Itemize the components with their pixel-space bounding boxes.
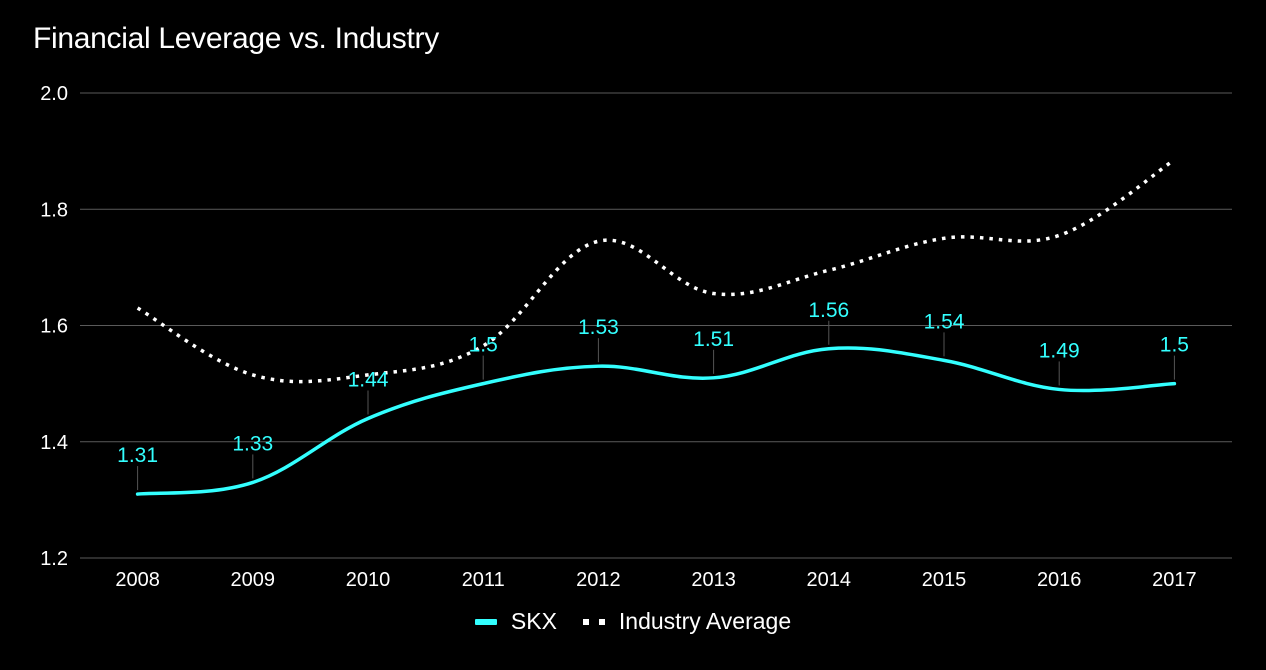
- y-tick-label: 2.0: [40, 83, 68, 105]
- series-line-industry-average[interactable]: [136, 158, 1176, 384]
- x-tick-label: 2010: [346, 569, 391, 591]
- x-tick-label: 2013: [691, 569, 736, 591]
- data-label: 1.53: [578, 316, 619, 339]
- data-label: 1.54: [924, 310, 965, 333]
- data-label: 1.33: [232, 432, 273, 455]
- data-label: 1.44: [348, 369, 389, 392]
- x-tick-label: 2012: [576, 569, 621, 591]
- data-label: 1.56: [808, 299, 849, 322]
- x-tick-label: 2008: [115, 569, 160, 591]
- legend-item-skx[interactable]: SKX: [474, 608, 557, 635]
- x-tick-label: 2011: [462, 569, 505, 591]
- x-tick-label: 2009: [231, 569, 276, 591]
- x-tick-label: 2017: [1152, 569, 1197, 591]
- data-label: 1.5: [1160, 334, 1189, 357]
- legend-swatch-industry: [582, 618, 605, 625]
- legend-swatch-skx: [474, 618, 497, 625]
- data-label: 1.5: [469, 334, 498, 357]
- y-tick-label: 1.8: [40, 199, 68, 221]
- y-tick-label: 1.4: [40, 432, 68, 454]
- chart-title: Financial Leverage vs. Industry: [33, 22, 439, 55]
- data-label: 1.49: [1039, 339, 1080, 362]
- legend: SKX Industry Average: [0, 608, 1266, 635]
- x-tick-label: 2014: [807, 569, 852, 591]
- x-tick-label: 2016: [1037, 569, 1082, 591]
- legend-label-industry: Industry Average: [618, 608, 792, 634]
- y-tick-label: 1.6: [40, 316, 68, 338]
- x-tick-label: 2015: [922, 569, 967, 591]
- series-line-skx[interactable]: [135, 346, 1177, 496]
- legend-label-skx: SKX: [510, 608, 557, 634]
- data-label: 1.51: [693, 328, 734, 351]
- y-tick-label: 1.2: [40, 548, 68, 570]
- data-label: 1.31: [117, 444, 158, 467]
- legend-item-industry[interactable]: Industry Average: [582, 608, 792, 635]
